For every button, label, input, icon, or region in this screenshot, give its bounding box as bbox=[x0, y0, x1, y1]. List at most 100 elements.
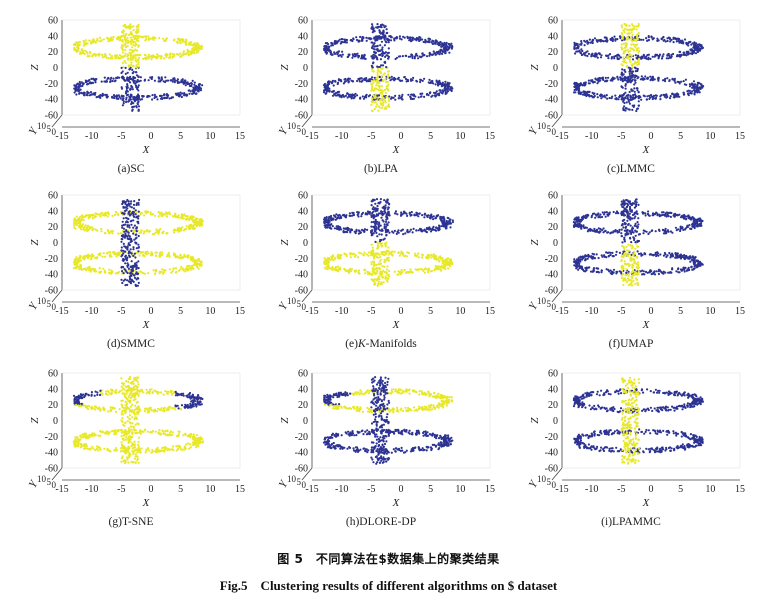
x-tick-label: -5 bbox=[617, 131, 625, 142]
data-point bbox=[436, 93, 440, 96]
data-point bbox=[327, 80, 330, 83]
data-point bbox=[668, 37, 671, 40]
data-point bbox=[335, 41, 338, 44]
data-point bbox=[323, 89, 327, 92]
data-point bbox=[363, 230, 366, 233]
data-point bbox=[334, 79, 337, 83]
x-tick-label: 0 bbox=[399, 306, 404, 317]
data-point bbox=[583, 39, 586, 42]
data-point bbox=[82, 268, 85, 271]
data-point bbox=[633, 87, 636, 90]
data-point bbox=[118, 54, 121, 57]
data-point bbox=[363, 268, 366, 271]
data-point bbox=[608, 96, 611, 100]
data-point bbox=[98, 254, 102, 257]
data-point bbox=[149, 37, 152, 40]
data-point bbox=[620, 32, 623, 35]
data-point bbox=[124, 40, 128, 43]
data-point bbox=[431, 39, 434, 42]
data-point bbox=[631, 63, 634, 66]
data-point bbox=[137, 40, 140, 43]
data-point bbox=[419, 229, 423, 232]
data-point bbox=[122, 205, 125, 208]
data-point bbox=[666, 77, 669, 80]
data-point bbox=[434, 265, 437, 268]
data-point bbox=[127, 202, 130, 205]
data-point bbox=[188, 92, 191, 95]
data-point bbox=[179, 55, 182, 58]
data-point bbox=[131, 269, 135, 272]
data-point bbox=[89, 268, 92, 271]
data-point bbox=[623, 79, 626, 82]
data-point bbox=[349, 231, 352, 234]
data-point bbox=[397, 251, 400, 254]
data-point bbox=[409, 96, 412, 99]
data-point bbox=[627, 100, 631, 103]
data-point bbox=[184, 79, 187, 82]
data-point bbox=[182, 268, 185, 271]
data-point bbox=[363, 77, 366, 80]
data-point bbox=[447, 42, 450, 46]
data-point bbox=[139, 53, 142, 57]
z-tick-label: 60 bbox=[48, 191, 58, 202]
data-point bbox=[586, 50, 589, 53]
data-point bbox=[694, 52, 698, 55]
data-point bbox=[179, 52, 182, 55]
data-point bbox=[377, 94, 380, 97]
data-point bbox=[660, 37, 663, 40]
data-point bbox=[110, 36, 113, 39]
data-point bbox=[418, 212, 421, 215]
data-point bbox=[417, 96, 420, 99]
data-point bbox=[637, 22, 640, 26]
data-point bbox=[345, 41, 348, 44]
data-point bbox=[180, 54, 183, 57]
data-point bbox=[646, 39, 649, 42]
data-point bbox=[611, 95, 614, 98]
data-point bbox=[625, 101, 628, 104]
data-point bbox=[157, 211, 160, 214]
data-point bbox=[124, 79, 127, 82]
data-point bbox=[92, 77, 95, 80]
data-point bbox=[420, 95, 423, 98]
data-point bbox=[382, 101, 385, 104]
data-point bbox=[429, 216, 432, 219]
data-point bbox=[645, 37, 648, 40]
z-axis-label: Z bbox=[529, 64, 541, 71]
data-point bbox=[622, 77, 625, 80]
data-point bbox=[108, 251, 112, 254]
data-point bbox=[374, 95, 377, 98]
z-tick-label: 40 bbox=[298, 31, 308, 42]
data-point bbox=[86, 52, 89, 55]
data-point bbox=[386, 87, 389, 90]
data-point bbox=[411, 79, 414, 82]
data-point bbox=[378, 75, 381, 78]
data-point bbox=[104, 93, 107, 96]
data-point bbox=[328, 89, 331, 92]
data-point bbox=[685, 41, 688, 44]
data-point bbox=[330, 41, 333, 45]
data-point bbox=[444, 80, 447, 83]
data-point bbox=[372, 220, 375, 223]
data-point bbox=[635, 107, 639, 111]
data-point bbox=[200, 221, 203, 224]
data-point bbox=[576, 85, 579, 88]
data-point bbox=[370, 243, 373, 246]
data-point bbox=[169, 52, 172, 55]
data-point bbox=[687, 50, 690, 53]
x-tick-label: -15 bbox=[305, 306, 318, 317]
data-point bbox=[669, 40, 672, 43]
z-tick-label: -60 bbox=[45, 111, 58, 122]
data-point bbox=[335, 91, 338, 94]
data-point bbox=[130, 260, 133, 263]
data-point bbox=[626, 77, 629, 80]
data-point bbox=[442, 223, 445, 226]
data-point bbox=[387, 57, 390, 60]
data-point bbox=[580, 40, 583, 43]
data-point bbox=[124, 48, 127, 52]
data-point bbox=[120, 249, 123, 252]
data-point bbox=[412, 76, 415, 79]
data-point bbox=[667, 52, 670, 56]
data-point bbox=[153, 214, 157, 217]
data-point bbox=[627, 50, 630, 53]
